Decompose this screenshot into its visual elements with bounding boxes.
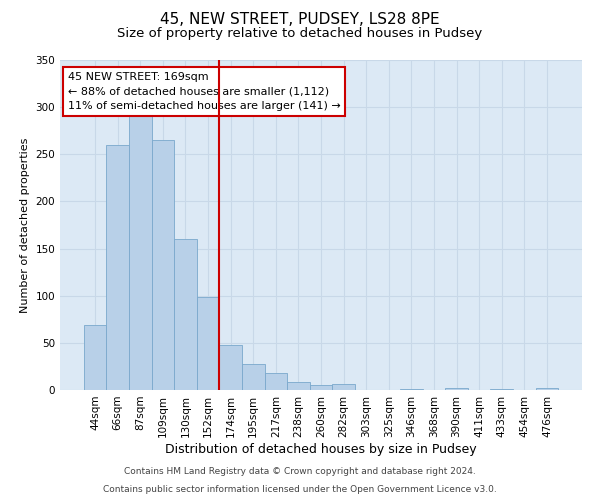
X-axis label: Distribution of detached houses by size in Pudsey: Distribution of detached houses by size …	[165, 442, 477, 456]
Bar	[197, 296, 220, 390]
Bar	[106, 145, 129, 390]
Bar	[287, 382, 310, 390]
Text: 45, NEW STREET, PUDSEY, LS28 8PE: 45, NEW STREET, PUDSEY, LS28 8PE	[160, 12, 440, 28]
Bar	[242, 364, 265, 390]
Bar	[174, 239, 197, 390]
Bar	[84, 325, 106, 390]
Bar	[490, 389, 513, 390]
Text: Size of property relative to detached houses in Pudsey: Size of property relative to detached ho…	[118, 28, 482, 40]
Text: 45 NEW STREET: 169sqm
← 88% of detached houses are smaller (1,112)
11% of semi-d: 45 NEW STREET: 169sqm ← 88% of detached …	[68, 72, 341, 111]
Y-axis label: Number of detached properties: Number of detached properties	[20, 138, 30, 312]
Bar	[310, 386, 332, 390]
Bar	[152, 140, 174, 390]
Bar	[220, 344, 242, 390]
Text: Contains HM Land Registry data © Crown copyright and database right 2024.: Contains HM Land Registry data © Crown c…	[124, 467, 476, 476]
Bar	[445, 388, 468, 390]
Bar	[265, 373, 287, 390]
Bar	[129, 114, 152, 390]
Text: Contains public sector information licensed under the Open Government Licence v3: Contains public sector information licen…	[103, 485, 497, 494]
Bar	[536, 388, 558, 390]
Bar	[400, 389, 422, 390]
Bar	[332, 384, 355, 390]
